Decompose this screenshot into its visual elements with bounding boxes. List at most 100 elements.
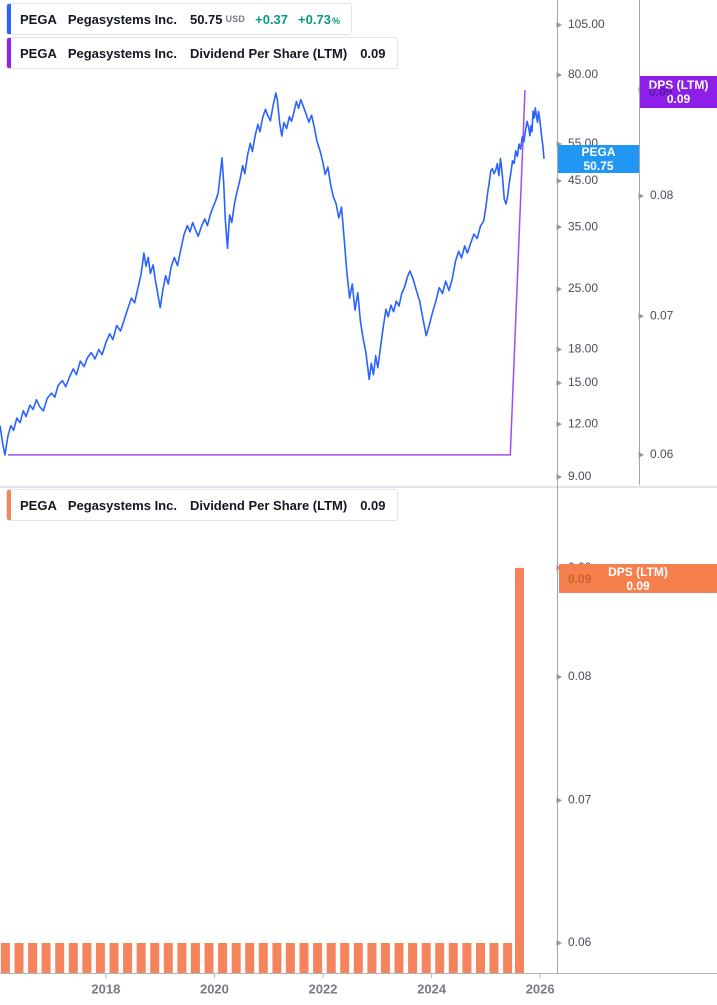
axis-tickmark-icon xyxy=(556,286,562,293)
dps-bar xyxy=(41,943,51,973)
change-percent: +0.73% xyxy=(298,12,340,27)
company-name: Pegasystems Inc. xyxy=(67,45,177,61)
dps-overlay-axis-value-tag: 0.09 DPS (LTM) 0.09 xyxy=(640,76,717,108)
axis-tickmark-icon xyxy=(638,313,644,320)
dps-bar xyxy=(231,943,241,973)
dps-bar xyxy=(245,943,255,973)
dps-bar xyxy=(109,943,119,973)
dps-pane-axis-tick: 0.07 xyxy=(568,793,592,807)
dps-bar xyxy=(489,943,499,973)
dps-overlay-color-bar xyxy=(7,38,11,68)
year-label: 2022 xyxy=(309,981,338,996)
metric-name: Dividend Per Share (LTM) xyxy=(189,497,348,513)
legend-dps-pane-row[interactable]: PEGA Pegasystems Inc. Dividend Per Share… xyxy=(6,489,398,521)
dps-axis-tick: 0.07 xyxy=(650,308,674,322)
axis-tickmark-icon xyxy=(556,177,562,184)
legend-price-row[interactable]: PEGA Pegasystems Inc. 50.75 USD +0.37 +0… xyxy=(6,3,352,35)
dps-bar xyxy=(218,943,228,973)
dps-bar xyxy=(394,943,404,973)
axis-tickmark-icon xyxy=(556,346,562,353)
axis-tickmark-icon xyxy=(556,72,562,78)
dps-pane-axis-tick: 0.08 xyxy=(568,669,592,683)
company-name: Pegasystems Inc. xyxy=(67,497,177,513)
axis-tickmark-icon xyxy=(638,193,644,199)
dps-bar xyxy=(367,943,377,973)
year-label: 2024 xyxy=(417,981,447,996)
dps-bar xyxy=(299,943,309,973)
ticker-symbol: PEGA xyxy=(20,497,57,513)
price-axis-tick: 18.00 xyxy=(568,342,598,356)
axis-tickmark-icon xyxy=(556,421,562,428)
dps-tag-title: DPS (LTM) xyxy=(648,78,709,92)
axis-tickmark-icon xyxy=(556,22,562,28)
dps-bar xyxy=(285,943,295,973)
axis-tickmark-icon xyxy=(556,141,562,147)
axis-tickmark-icon xyxy=(638,451,644,458)
price-axis-tick: 45.00 xyxy=(568,173,598,187)
company-name: Pegasystems Inc. xyxy=(67,11,177,27)
hidden-axis-tick: 0.09 xyxy=(568,571,592,586)
dps-pane-axis-value-tag: 0.09 DPS (LTM) 0.09 xyxy=(559,564,717,593)
dps-bar xyxy=(14,943,24,973)
price-axis-tick: 12.00 xyxy=(568,416,598,430)
price-axis-tick: 80.00 xyxy=(568,67,598,81)
dps-bar xyxy=(95,943,105,973)
dps-bar xyxy=(421,943,431,973)
dps-bars-color-bar xyxy=(7,490,11,520)
change-percent-value: +0.73 xyxy=(298,11,331,27)
dps-bar xyxy=(515,567,524,973)
dps-bar xyxy=(190,943,200,973)
dps-bar xyxy=(123,943,133,973)
dps-tag-title: DPS (LTM) xyxy=(608,564,668,579)
legend-dps-overlay-row[interactable]: PEGA Pegasystems Inc. Dividend Per Share… xyxy=(6,37,398,69)
dps-bar xyxy=(0,943,10,973)
ticker-symbol: PEGA xyxy=(20,45,57,61)
dps-bar xyxy=(462,943,472,973)
dps-overlay-line xyxy=(8,89,526,456)
dps-bar xyxy=(163,943,173,973)
year-label: 2018 xyxy=(91,981,120,996)
ticker-symbol: PEGA xyxy=(20,11,57,27)
price-line xyxy=(0,92,545,456)
dps-bar xyxy=(82,943,92,973)
dps-pane-axis-tick: 0.06 xyxy=(568,935,592,949)
metric-value: 0.09 xyxy=(360,45,386,61)
dps-axis-tick: 0.08 xyxy=(650,188,674,202)
price-tag-symbol: PEGA xyxy=(581,145,616,159)
axis-tickmark-icon xyxy=(556,797,562,804)
dps-bar xyxy=(448,943,458,973)
axis-tickmark-icon xyxy=(556,474,562,480)
dps-bar xyxy=(177,943,187,973)
dps-bar xyxy=(476,943,485,973)
axis-tickmark-icon xyxy=(556,940,562,946)
dps-tag-value: 0.09 xyxy=(666,92,691,106)
pane-divider xyxy=(0,486,717,488)
price-axis-value-tag: PEGA 50.75 xyxy=(558,145,639,173)
dps-bar xyxy=(408,943,418,973)
dps-bar xyxy=(340,943,350,973)
price-axis-tick: 105.00 xyxy=(568,17,605,31)
metric-name: Dividend Per Share (LTM) xyxy=(189,45,348,61)
dps-bar xyxy=(68,943,78,973)
price-axis-tick: 9.00 xyxy=(568,469,592,483)
price-series-color-bar xyxy=(7,4,11,34)
currency-unit: USD xyxy=(225,14,246,24)
dps-bar xyxy=(272,943,282,973)
dps-bar xyxy=(258,943,268,973)
dps-bar xyxy=(435,943,445,973)
metric-value: 0.09 xyxy=(360,497,386,513)
dps-bar xyxy=(55,943,65,973)
change-absolute: +0.37 xyxy=(255,11,289,27)
year-label: 2020 xyxy=(200,981,229,996)
dps-axis-tick: 0.06 xyxy=(650,447,674,461)
dps-bar xyxy=(313,943,323,973)
dps-bar xyxy=(326,943,336,973)
percent-sign: % xyxy=(331,15,340,26)
axis-tickmark-icon xyxy=(556,224,562,231)
dps-bar xyxy=(380,943,390,973)
price-tag-value: 50.75 xyxy=(583,159,614,173)
axis-tickmark-icon xyxy=(556,673,562,680)
dps-bar xyxy=(136,943,146,973)
